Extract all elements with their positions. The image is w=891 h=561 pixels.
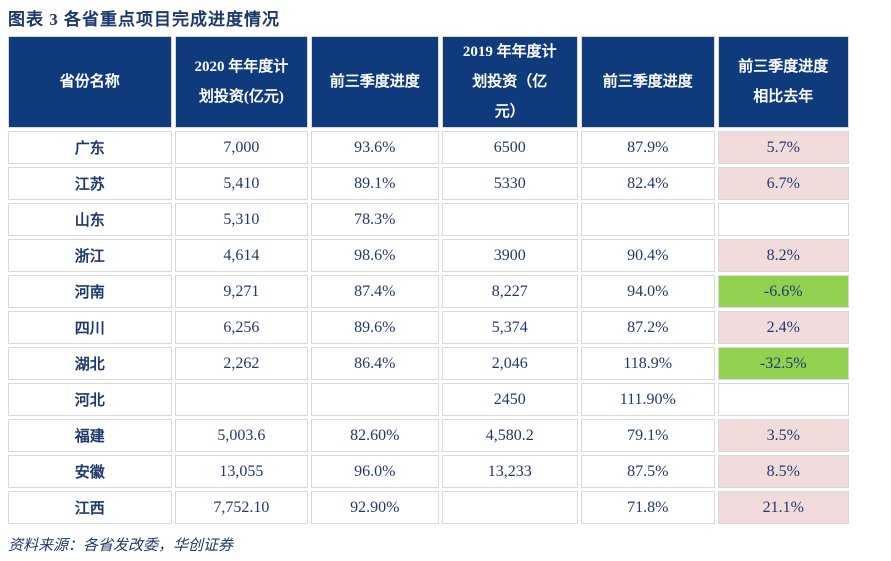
plan-2019-cell: 8,227 (441, 275, 579, 308)
province-cell: 湖北 (8, 347, 172, 380)
table-row: 山东 5,310 78.3% (8, 203, 849, 236)
plan-2019-cell: 6500 (441, 131, 579, 164)
plan-2020-cell: 5,003.6 (174, 419, 309, 452)
diff-cell: 21.1% (717, 491, 849, 524)
table-row: 广东 7,000 93.6% 6500 87.9% 5.7% (8, 131, 849, 164)
province-cell: 江苏 (8, 167, 172, 200)
progress-2019-cell: 71.8% (581, 491, 715, 524)
col-header-progress-2020: 前三季度进度 (311, 36, 439, 128)
province-cell: 广东 (8, 131, 172, 164)
plan-2020-cell: 5,310 (174, 203, 309, 236)
plan-2020-cell: 6,256 (174, 311, 309, 344)
plan-2019-cell (441, 203, 579, 236)
progress-2020-cell: 82.60% (311, 419, 439, 452)
progress-2020-cell: 89.6% (311, 311, 439, 344)
plan-2020-cell: 13,055 (174, 455, 309, 488)
progress-2020-cell: 86.4% (311, 347, 439, 380)
diff-cell: -6.6% (717, 275, 849, 308)
progress-2019-cell: 82.4% (581, 167, 715, 200)
progress-2020-cell: 89.1% (311, 167, 439, 200)
diff-cell: 5.7% (717, 131, 849, 164)
diff-cell: 8.5% (717, 455, 849, 488)
col-header-diff-vs-last-year: 前三季度进度 相比去年 (717, 36, 849, 128)
table-row: 浙江 4,614 98.6% 3900 90.4% 8.2% (8, 239, 849, 272)
table-row: 福建 5,003.6 82.60% 4,580.2 79.1% 3.5% (8, 419, 849, 452)
diff-cell (717, 383, 849, 416)
col-header-plan-2019: 2019 年年度计 划投资（亿 元） (441, 36, 579, 128)
diff-cell: 2.4% (717, 311, 849, 344)
plan-2019-cell: 13,233 (441, 455, 579, 488)
table-row: 安徽 13,055 96.0% 13,233 87.5% 8.5% (8, 455, 849, 488)
plan-2019-cell: 2450 (441, 383, 579, 416)
province-cell: 四川 (8, 311, 172, 344)
table-row: 四川 6,256 89.6% 5,374 87.2% 2.4% (8, 311, 849, 344)
progress-2019-cell: 94.0% (581, 275, 715, 308)
diff-cell: 6.7% (717, 167, 849, 200)
province-cell: 江西 (8, 491, 172, 524)
plan-2019-cell: 3900 (441, 239, 579, 272)
progress-table: 省份名称 2020 年年度计 划投资(亿元) 前三季度进度 2019 年年度计 … (5, 33, 852, 527)
table-row: 江苏 5,410 89.1% 5330 82.4% 6.7% (8, 167, 849, 200)
progress-2019-cell: 111.90% (581, 383, 715, 416)
plan-2019-cell (441, 491, 579, 524)
diff-cell (717, 203, 849, 236)
progress-2019-cell: 118.9% (581, 347, 715, 380)
progress-2020-cell (311, 383, 439, 416)
province-cell: 河南 (8, 275, 172, 308)
table-header-row: 省份名称 2020 年年度计 划投资(亿元) 前三季度进度 2019 年年度计 … (8, 36, 849, 128)
progress-2020-cell: 78.3% (311, 203, 439, 236)
progress-2020-cell: 92.90% (311, 491, 439, 524)
table-row: 河北 2450 111.90% (8, 383, 849, 416)
col-header-progress-2019: 前三季度进度 (581, 36, 715, 128)
plan-2019-cell: 5,374 (441, 311, 579, 344)
plan-2019-cell: 5330 (441, 167, 579, 200)
progress-2020-cell: 93.6% (311, 131, 439, 164)
province-cell: 福建 (8, 419, 172, 452)
source-note: 资料来源：各省发改委，华创证券 (8, 538, 234, 554)
province-cell: 安徽 (8, 455, 172, 488)
progress-2019-cell: 87.2% (581, 311, 715, 344)
progress-2019-cell: 87.5% (581, 455, 715, 488)
col-header-province: 省份名称 (8, 36, 172, 128)
plan-2020-cell: 4,614 (174, 239, 309, 272)
diff-cell: 8.2% (717, 239, 849, 272)
plan-2019-cell: 4,580.2 (441, 419, 579, 452)
table-row: 湖北 2,262 86.4% 2,046 118.9% -32.5% (8, 347, 849, 380)
table-row: 河南 9,271 87.4% 8,227 94.0% -6.6% (8, 275, 849, 308)
plan-2020-cell: 5,410 (174, 167, 309, 200)
progress-2019-cell: 79.1% (581, 419, 715, 452)
progress-2019-cell: 87.9% (581, 131, 715, 164)
table-row: 江西 7,752.10 92.90% 71.8% 21.1% (8, 491, 849, 524)
figure-title: 图表 3 各省重点项目完成进度情况 (8, 10, 280, 29)
table-body: 广东 7,000 93.6% 6500 87.9% 5.7% 江苏 5,410 89.1% 533… (8, 131, 849, 524)
plan-2020-cell: 7,000 (174, 131, 309, 164)
plan-2020-cell: 9,271 (174, 275, 309, 308)
col-header-plan-2020: 2020 年年度计 划投资(亿元) (174, 36, 309, 128)
plan-2019-cell: 2,046 (441, 347, 579, 380)
plan-2020-cell (174, 383, 309, 416)
progress-2020-cell: 96.0% (311, 455, 439, 488)
plan-2020-cell: 7,752.10 (174, 491, 309, 524)
progress-2019-cell (581, 203, 715, 236)
province-cell: 浙江 (8, 239, 172, 272)
diff-cell: -32.5% (717, 347, 849, 380)
province-cell: 山东 (8, 203, 172, 236)
progress-2019-cell: 90.4% (581, 239, 715, 272)
diff-cell: 3.5% (717, 419, 849, 452)
province-cell: 河北 (8, 383, 172, 416)
plan-2020-cell: 2,262 (174, 347, 309, 380)
progress-2020-cell: 87.4% (311, 275, 439, 308)
progress-2020-cell: 98.6% (311, 239, 439, 272)
